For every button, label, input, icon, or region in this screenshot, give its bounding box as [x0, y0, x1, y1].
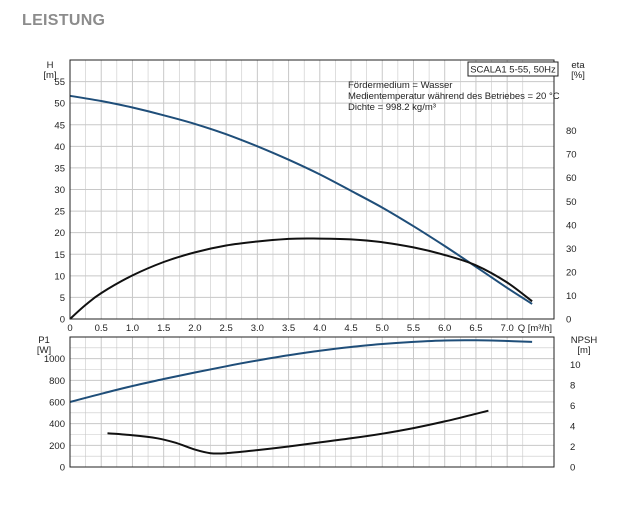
y2-tick-label: 4	[570, 422, 575, 433]
info-block: SCALA1 5-55, 50Hz Fördermedium = WasserMe…	[348, 61, 560, 113]
y2-tick-label: 70	[566, 150, 577, 161]
upper-plot-frame	[69, 59, 555, 320]
head-curve	[69, 94, 533, 305]
x-tick-label: 4.5	[344, 323, 357, 334]
grid-lines	[69, 59, 554, 468]
y2-tick-label: 8	[570, 381, 575, 392]
y-tick-label: 55	[54, 77, 65, 88]
y2-tick-label: 10	[566, 291, 577, 302]
y-tick-label: 0	[60, 463, 65, 474]
x-tick-label: 3.0	[251, 323, 264, 334]
x-tick-label: 6.0	[438, 323, 451, 334]
y2-tick-label: 10	[570, 360, 581, 371]
x-tick-label: 0	[67, 323, 72, 334]
y2-tick-label: 50	[566, 197, 577, 208]
upper-y2-axis-label-unit: [%]	[571, 70, 585, 81]
y-tick-label: 0	[60, 315, 65, 326]
x-tick-label: 0.5	[95, 323, 108, 334]
info-line: Medientemperatur während des Betriebes =…	[348, 91, 560, 102]
y2-tick-label: 6	[570, 401, 575, 412]
y2-tick-label: 80	[566, 126, 577, 137]
y-tick-label: 45	[54, 120, 65, 131]
y2-tick-label: 60	[566, 173, 577, 184]
y-tick-label: 10	[54, 271, 65, 282]
y-tick-label: 5	[60, 293, 65, 304]
page-title: LEISTUNG	[22, 12, 106, 29]
y-tick-label: 25	[54, 207, 65, 218]
y-tick-label: 20	[54, 228, 65, 239]
y-tick-label: 35	[54, 163, 65, 174]
y-tick-label: 200	[49, 441, 65, 452]
x-tick-label: 6.5	[469, 323, 482, 334]
npsh-curve	[107, 409, 489, 455]
efficiency-curve	[69, 237, 533, 320]
upper-y2-axis-label-name: eta	[571, 60, 585, 71]
y-tick-label: 800	[49, 376, 65, 387]
lower-y-axis-label-unit: [W]	[37, 345, 51, 356]
x-axis-label: Q [m³/h]	[518, 323, 552, 334]
upper-y-axis-label-name: H	[47, 60, 54, 71]
axis-labels: Q [m³/h]H[m]eta[%]P1[W]NPSH[m]	[37, 60, 597, 356]
info-line: Fördermedium = Wasser	[348, 80, 452, 91]
lower-y2-axis-label-unit: [m]	[577, 345, 590, 356]
y-tick-label: 50	[54, 99, 65, 110]
y-tick-label: 600	[49, 398, 65, 409]
y-tick-label: 40	[54, 142, 65, 153]
x-tick-label: 2.0	[188, 323, 201, 334]
plot-frames	[69, 59, 555, 468]
y-tick-label: 15	[54, 250, 65, 261]
y2-tick-label: 0	[566, 315, 571, 326]
x-tick-label: 1.5	[157, 323, 170, 334]
y2-tick-label: 2	[570, 442, 575, 453]
y-tick-label: 30	[54, 185, 65, 196]
x-tick-label: 4.0	[313, 323, 326, 334]
model-box	[467, 61, 559, 77]
x-tick-label: 2.5	[220, 323, 233, 334]
y-tick-label: 400	[49, 419, 65, 430]
y2-tick-label: 20	[566, 267, 577, 278]
info-line: Dichte = 998.2 kg/m³	[348, 102, 436, 113]
y2-tick-label: 40	[566, 220, 577, 231]
x-tick-label: 3.5	[282, 323, 295, 334]
curves	[69, 94, 533, 455]
lower-y2-axis-label-name: NPSH	[571, 335, 598, 346]
y2-tick-label: 0	[570, 463, 575, 474]
x-tick-label: 5.0	[376, 323, 389, 334]
axis-ticks: 0 0.5 1.0 1.5 2.0 2.5 3.0 3.5 4.0 4.5 5.0 5.5 6.0 6.5…	[44, 77, 581, 473]
y-tick-label: 1000	[44, 354, 65, 365]
x-tick-label: 1.0	[126, 323, 139, 334]
upper-y-axis-label-unit: [m]	[43, 70, 56, 81]
model-label: SCALA1 5-55, 50Hz	[470, 65, 556, 76]
y2-tick-label: 30	[566, 244, 577, 255]
x-tick-label: 7.0	[501, 323, 514, 334]
x-tick-label: 5.5	[407, 323, 420, 334]
lower-y-axis-label-name: P1	[38, 335, 50, 346]
lower-plot-frame	[69, 336, 555, 468]
power-curve	[69, 339, 533, 403]
